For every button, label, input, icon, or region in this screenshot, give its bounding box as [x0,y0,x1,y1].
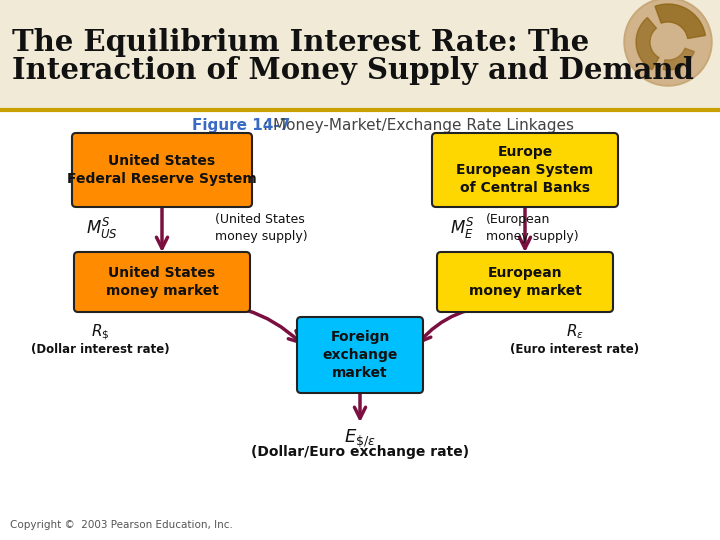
Wedge shape [663,48,694,70]
FancyBboxPatch shape [72,133,252,207]
Circle shape [624,0,712,86]
Text: Europe
European System
of Central Banks: Europe European System of Central Banks [456,145,593,195]
Text: $M^S_{E}$: $M^S_{E}$ [450,215,474,240]
Text: Figure 14-7: Figure 14-7 [192,118,290,133]
Wedge shape [636,17,659,70]
Text: $R_{\epsilon}$: $R_{\epsilon}$ [566,322,584,341]
Text: (United States
money supply): (United States money supply) [215,213,307,243]
Text: United States
money market: United States money market [106,266,218,298]
Text: (Euro interest rate): (Euro interest rate) [510,342,639,355]
Wedge shape [655,4,706,38]
Text: Interaction of Money Supply and Demand: Interaction of Money Supply and Demand [12,56,694,85]
Text: European
money market: European money market [469,266,582,298]
Text: (Dollar interest rate): (Dollar interest rate) [31,342,169,355]
FancyBboxPatch shape [432,133,618,207]
FancyBboxPatch shape [437,252,613,312]
Text: $E_{\$/\epsilon}$: $E_{\$/\epsilon}$ [344,427,376,449]
Text: : Money-Market/Exchange Rate Linkages: : Money-Market/Exchange Rate Linkages [263,118,574,133]
Text: Copyright ©  2003 Pearson Education, Inc.: Copyright © 2003 Pearson Education, Inc. [10,520,233,530]
Text: Foreign
exchange
market: Foreign exchange market [323,329,397,380]
FancyBboxPatch shape [0,0,720,110]
FancyBboxPatch shape [297,317,423,393]
Text: $M^S_{US}$: $M^S_{US}$ [86,215,118,240]
Text: (European
money supply): (European money supply) [486,213,579,243]
Text: The Equilibrium Interest Rate: The: The Equilibrium Interest Rate: The [12,28,589,57]
FancyBboxPatch shape [74,252,250,312]
Text: (Dollar/Euro exchange rate): (Dollar/Euro exchange rate) [251,445,469,459]
Text: $R_{\$}$: $R_{\$}$ [91,322,109,342]
Text: United States
Federal Reserve System: United States Federal Reserve System [67,154,257,186]
Circle shape [626,0,710,84]
